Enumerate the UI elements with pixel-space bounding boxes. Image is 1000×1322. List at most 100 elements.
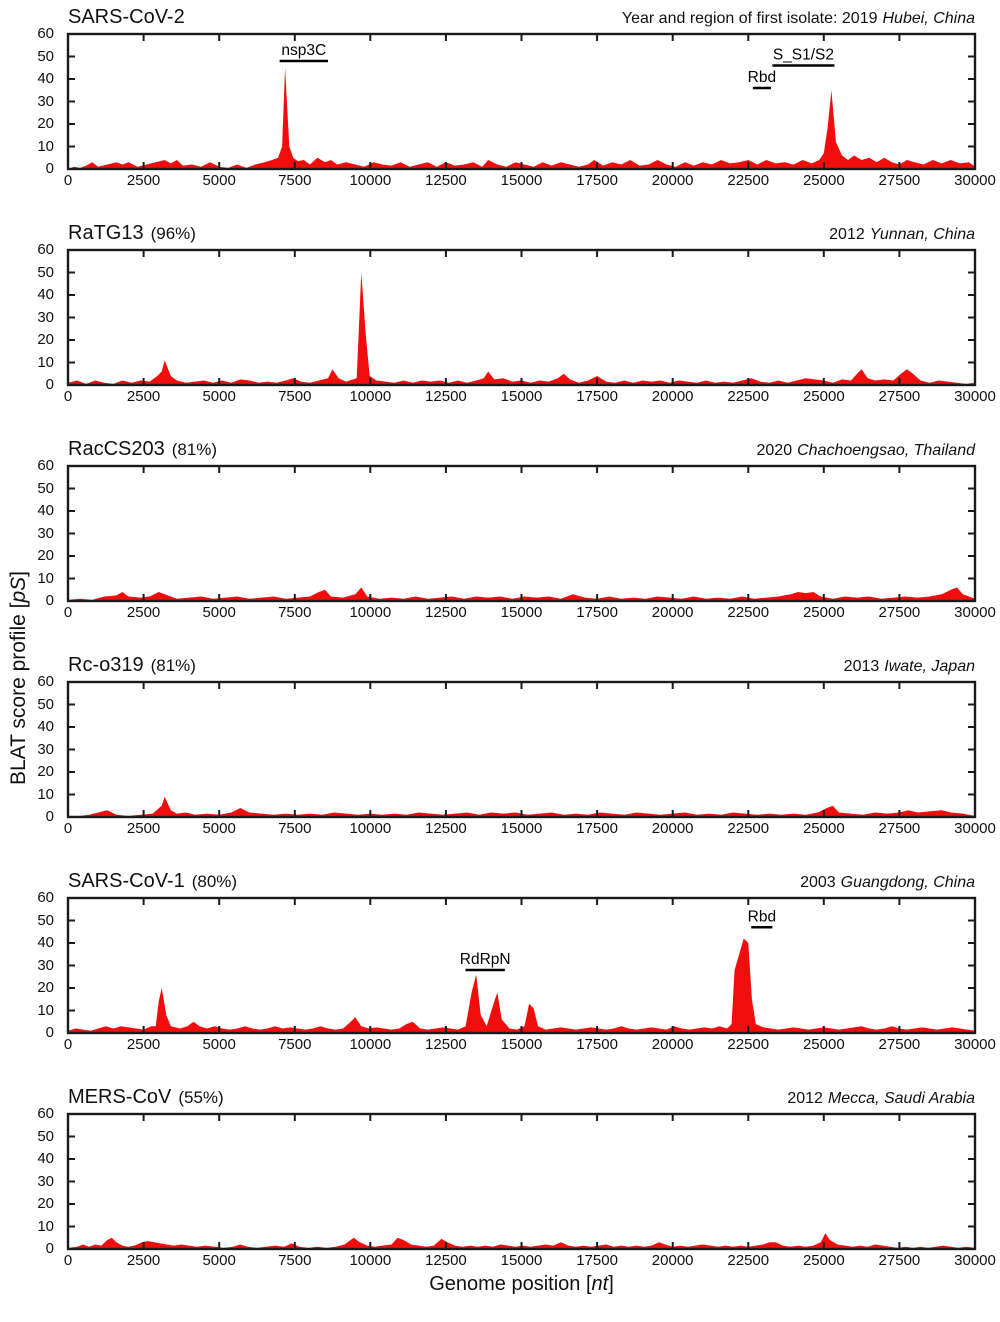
isolate-year: 2003 [800, 874, 836, 891]
y-tick-label: 30 [37, 1172, 54, 1190]
x-tick-label: 20000 [651, 1252, 694, 1269]
x-tick-label: 22500 [727, 604, 770, 621]
plot-area: 0 10 20 30 40 50 60 [0, 458, 1000, 609]
x-tick-label: 10000 [349, 604, 392, 621]
plot-area: 0 10 20 30 40 50 60 RdRpN Rbd [0, 890, 1000, 1041]
y-tick-label: 60 [37, 673, 54, 690]
x-tick-label: 12500 [425, 172, 467, 189]
x-tick-label: 17500 [576, 1036, 618, 1053]
profile-plot-sars-cov-2: nsp3C Rbd S_S1/S2 [66, 32, 977, 171]
virus-name: RacCS203 [68, 438, 165, 460]
isolate-year: 2020 [756, 442, 793, 459]
svg-text:RdRpN: RdRpN [460, 951, 511, 968]
y-tick-label: 0 [45, 808, 54, 825]
y-tick-label: 30 [37, 524, 54, 542]
y-tick-label: 40 [37, 286, 54, 303]
y-axis-tick-labels: 0 10 20 30 40 50 60 [0, 458, 62, 609]
x-tick-label: 2500 [126, 820, 161, 837]
x-tick-label: 15000 [500, 820, 543, 837]
x-tick-label: 10000 [349, 388, 392, 405]
x-tick-label: 25000 [802, 604, 845, 621]
x-tick-label: 2500 [126, 1036, 161, 1053]
isolate-info: 2012 Mecca, Saudi Arabia [787, 1090, 975, 1108]
x-tick-label: 25000 [802, 388, 845, 405]
y-tick-label: 10 [37, 353, 54, 371]
plot-area: 0 10 20 30 40 50 60 [0, 674, 1000, 825]
plot-area: 0 10 20 30 40 50 60 [0, 242, 1000, 393]
x-axis-title-text: Genome position [ [429, 1273, 592, 1295]
isolate-location: Chachoengsao, Thailand [797, 442, 975, 459]
y-axis-tick-labels: 0 10 20 30 40 50 60 [0, 890, 62, 1041]
isolate-info: 2012 Yunnan, China [829, 226, 975, 244]
x-tick-label: 12500 [425, 1036, 467, 1053]
virus-name: MERS-CoV [68, 1086, 172, 1108]
y-tick-label: 30 [37, 740, 54, 758]
profile-plot-rc-o319 [66, 680, 977, 819]
y-tick-label: 50 [37, 47, 54, 65]
x-tick-label: 27500 [878, 604, 921, 621]
x-tick-label: 5000 [202, 1252, 236, 1269]
identity-percent: (96%) [150, 224, 196, 243]
x-tick-label: 30000 [954, 820, 996, 837]
profile-plot-raccs203 [66, 464, 977, 603]
y-tick-label: 10 [37, 1217, 54, 1235]
x-tick-label: 17500 [576, 820, 618, 837]
y-tick-label: 10 [37, 137, 54, 155]
x-tick-label: 25000 [802, 820, 845, 837]
x-tick-label: 0 [63, 1036, 73, 1053]
x-tick-label: 7500 [278, 604, 312, 621]
y-tick-label: 60 [37, 1105, 54, 1122]
profile-plot-mers-cov [66, 1112, 977, 1251]
x-tick-label: 0 [63, 172, 73, 189]
x-tick-label: 15000 [500, 172, 543, 189]
virus-name: SARS-CoV-1 [68, 870, 185, 892]
plot-area: 0 10 20 30 40 50 60 [0, 1106, 1000, 1257]
x-tick-label: 0 [63, 388, 73, 405]
x-tick-label: 27500 [878, 820, 921, 837]
y-tick-label: 50 [37, 695, 54, 713]
isolate-year: 2012 [787, 1090, 823, 1107]
x-tick-label: 20000 [651, 388, 694, 405]
virus-name: Rc-o319 [68, 654, 144, 676]
x-tick-label: 22500 [727, 1252, 770, 1269]
y-tick-label: 10 [37, 569, 54, 587]
y-tick-label: 20 [37, 1195, 54, 1212]
x-tick-label: 12500 [425, 604, 467, 621]
x-tick-label: 25000 [802, 1036, 845, 1053]
y-axis-tick-labels: 0 10 20 30 40 50 60 [0, 674, 62, 825]
x-tick-label: 0 [63, 604, 73, 621]
panel-title: RaTG13 (96%) [68, 222, 196, 245]
x-tick-label: 7500 [278, 388, 312, 405]
x-tick-label: 27500 [878, 1036, 921, 1053]
y-tick-label: 20 [37, 979, 54, 996]
x-tick-label: 17500 [576, 388, 618, 405]
svg-text:nsp3C: nsp3C [281, 42, 326, 59]
isolate-year: 2012 [829, 226, 865, 243]
svg-text:Rbd: Rbd [748, 908, 776, 925]
y-tick-label: 0 [45, 160, 54, 177]
identity-percent: (55%) [178, 1088, 224, 1107]
virus-name: RaTG13 [68, 222, 144, 244]
y-tick-label: 0 [45, 592, 54, 609]
x-axis-tick-labels: 0 2500 5000 7500 10000 12500 15000 17500 20000 22… [0, 169, 1000, 189]
x-tick-label: 7500 [278, 820, 312, 837]
x-axis-tick-labels: 0 2500 5000 7500 10000 12500 15000 17500 20000 22… [0, 601, 1000, 621]
panel-header: RaTG13 (96%) 2012 Yunnan, China [0, 222, 1000, 250]
panel-ratg13: RaTG13 (96%) 2012 Yunnan, China 0 10 20 30 40 5… [0, 222, 1000, 405]
y-tick-label: 10 [37, 785, 54, 803]
x-tick-label: 2500 [126, 604, 161, 621]
x-tick-label: 7500 [278, 1252, 312, 1269]
y-tick-label: 40 [37, 1150, 54, 1167]
isolate-info: Year and region of first isolate: 2019 Hu… [622, 10, 975, 28]
x-tick-label: 30000 [954, 1036, 996, 1053]
x-tick-label: 12500 [425, 388, 467, 405]
y-tick-label: 30 [37, 308, 54, 326]
panel-header: MERS-CoV (55%) 2012 Mecca, Saudi Arabia [0, 1086, 1000, 1114]
x-tick-label: 5000 [202, 388, 236, 405]
panel-raccs203: RacCS203 (81%) 2020 Chachoengsao, Thailand… [0, 438, 1000, 621]
isolate-year: 2019 [841, 10, 878, 27]
x-tick-label: 22500 [727, 172, 770, 189]
isolate-year: 2013 [843, 658, 880, 675]
x-tick-label: 5000 [202, 820, 236, 837]
y-tick-label: 50 [37, 911, 54, 929]
